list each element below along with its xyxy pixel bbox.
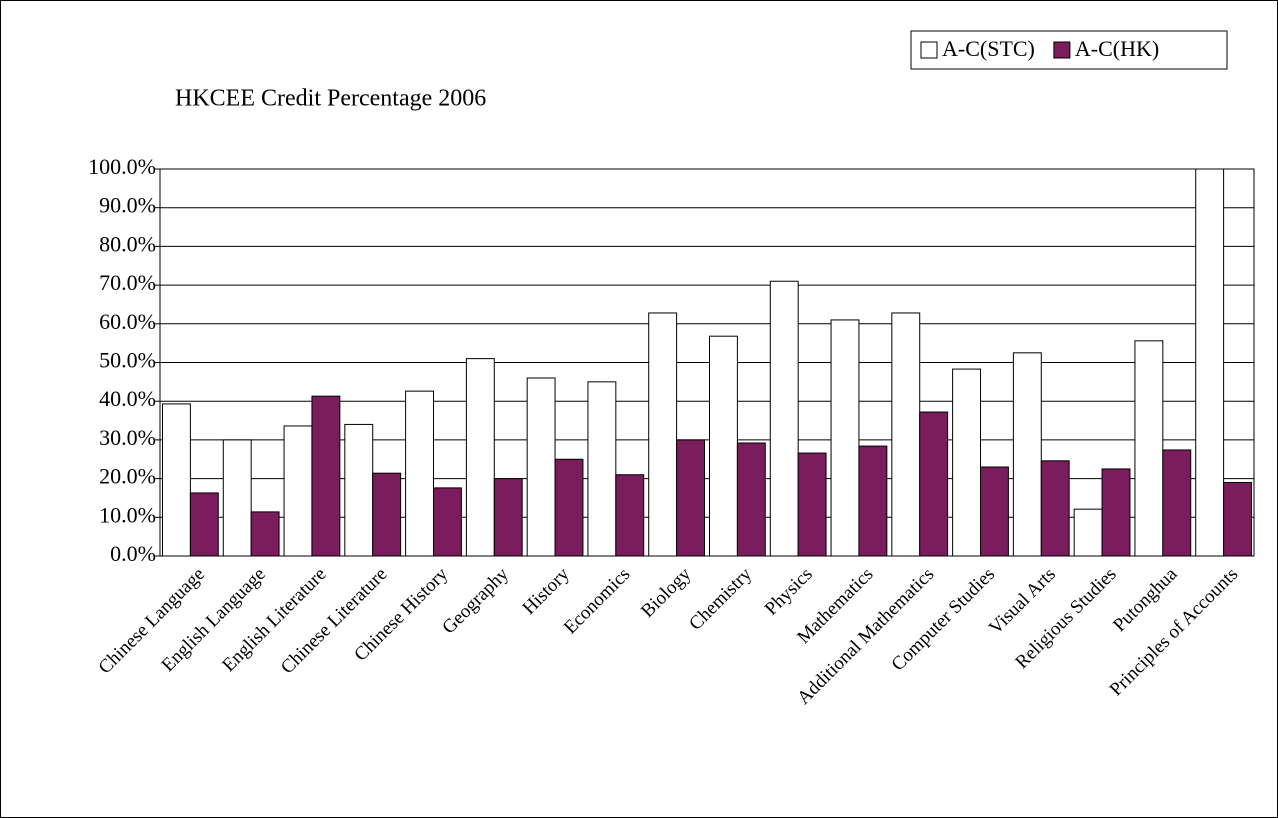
bar xyxy=(952,368,981,557)
bar xyxy=(344,423,374,557)
legend-swatch xyxy=(920,41,938,59)
legend-label: A-C(STC) xyxy=(942,36,1035,61)
y-tick-label: 30.0% xyxy=(99,425,156,450)
y-tick-label: 40.0% xyxy=(99,386,156,411)
bar xyxy=(433,487,462,557)
bar xyxy=(736,442,766,557)
y-tick-label: 70.0% xyxy=(99,270,156,295)
bar xyxy=(648,312,678,557)
bar xyxy=(493,478,523,557)
bar xyxy=(919,411,949,557)
bar xyxy=(311,395,341,557)
y-tick-label: 90.0% xyxy=(99,193,156,218)
legend: A-C(STC) A-C(HK) xyxy=(910,30,1228,70)
bar xyxy=(1195,168,1225,557)
bar xyxy=(769,280,799,557)
bar xyxy=(283,425,313,557)
bar xyxy=(615,474,645,557)
bar xyxy=(1040,460,1070,557)
y-tick-label: 80.0% xyxy=(99,231,156,256)
bar xyxy=(372,472,402,557)
bar xyxy=(222,439,252,557)
bar xyxy=(1223,481,1252,557)
y-tick-label: 100.0% xyxy=(88,154,156,179)
bar xyxy=(1134,340,1164,557)
bar xyxy=(858,445,888,557)
bar xyxy=(1101,468,1131,557)
bar xyxy=(465,358,495,557)
legend-swatch xyxy=(1053,41,1071,59)
bar xyxy=(162,403,191,557)
bar xyxy=(526,377,556,557)
y-tick-label: 0.0% xyxy=(110,541,156,566)
bar xyxy=(189,492,219,557)
bar xyxy=(1073,508,1103,557)
bar xyxy=(980,466,1009,557)
legend-label: A-C(HK) xyxy=(1075,36,1159,61)
bar xyxy=(250,511,280,557)
bar xyxy=(554,458,584,557)
chart-title: HKCEE Credit Percentage 2006 xyxy=(175,86,486,112)
bar xyxy=(405,390,435,557)
y-tick-label: 50.0% xyxy=(99,348,156,373)
bar xyxy=(830,319,860,557)
bar xyxy=(1162,449,1192,557)
y-tick-label: 20.0% xyxy=(99,464,156,489)
y-tick-label: 10.0% xyxy=(99,502,156,527)
bar xyxy=(891,312,921,557)
bar xyxy=(1012,352,1042,557)
y-tick-label: 60.0% xyxy=(99,309,156,334)
bar xyxy=(797,452,827,557)
bar xyxy=(709,335,738,557)
bar xyxy=(587,381,617,557)
bar xyxy=(676,439,705,557)
